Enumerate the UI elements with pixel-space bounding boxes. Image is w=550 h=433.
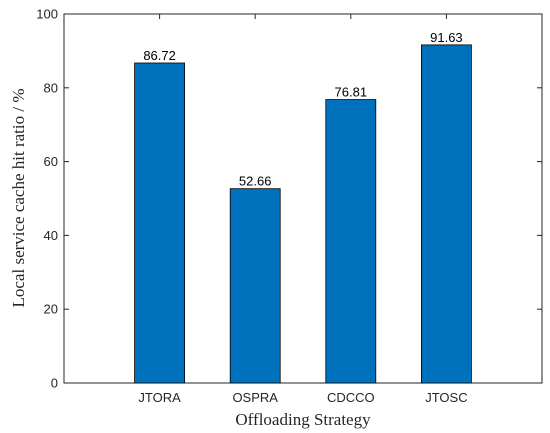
bar-jtosc — [420, 44, 472, 384]
x-axis-title: Offloading Strategy — [235, 410, 371, 429]
data-label: 91.63 — [430, 30, 463, 45]
x-tick-label: JTOSC — [425, 390, 467, 405]
y-tick-label: 0 — [51, 376, 58, 391]
y-tick-label: 100 — [36, 7, 58, 22]
bar-ospra — [229, 188, 281, 384]
x-tick-label: OSPRA — [232, 390, 278, 405]
plot-area — [63, 13, 543, 384]
bar-jtora — [134, 62, 186, 384]
data-label: 76.81 — [335, 85, 368, 100]
data-labels: 86.72 52.66 76.81 91.63 — [143, 30, 462, 189]
y-tick-label: 80 — [44, 80, 58, 95]
y-tick-label: 20 — [44, 302, 58, 317]
y-axis-title: Local service cache hit ratio / % — [9, 89, 28, 308]
y-tick-label: 40 — [44, 228, 58, 243]
x-tick-label: JTORA — [138, 390, 181, 405]
data-label: 52.66 — [239, 174, 272, 189]
x-axis: JTORA OSPRA CDCCO JTOSC — [138, 14, 468, 405]
x-tick-label: CDCCO — [327, 390, 375, 405]
data-label: 86.72 — [143, 48, 176, 63]
bars — [134, 44, 472, 384]
y-tick-label: 60 — [44, 154, 58, 169]
bar-cdcco — [325, 99, 377, 384]
y-axis: 0 20 40 60 80 100 — [36, 7, 542, 391]
